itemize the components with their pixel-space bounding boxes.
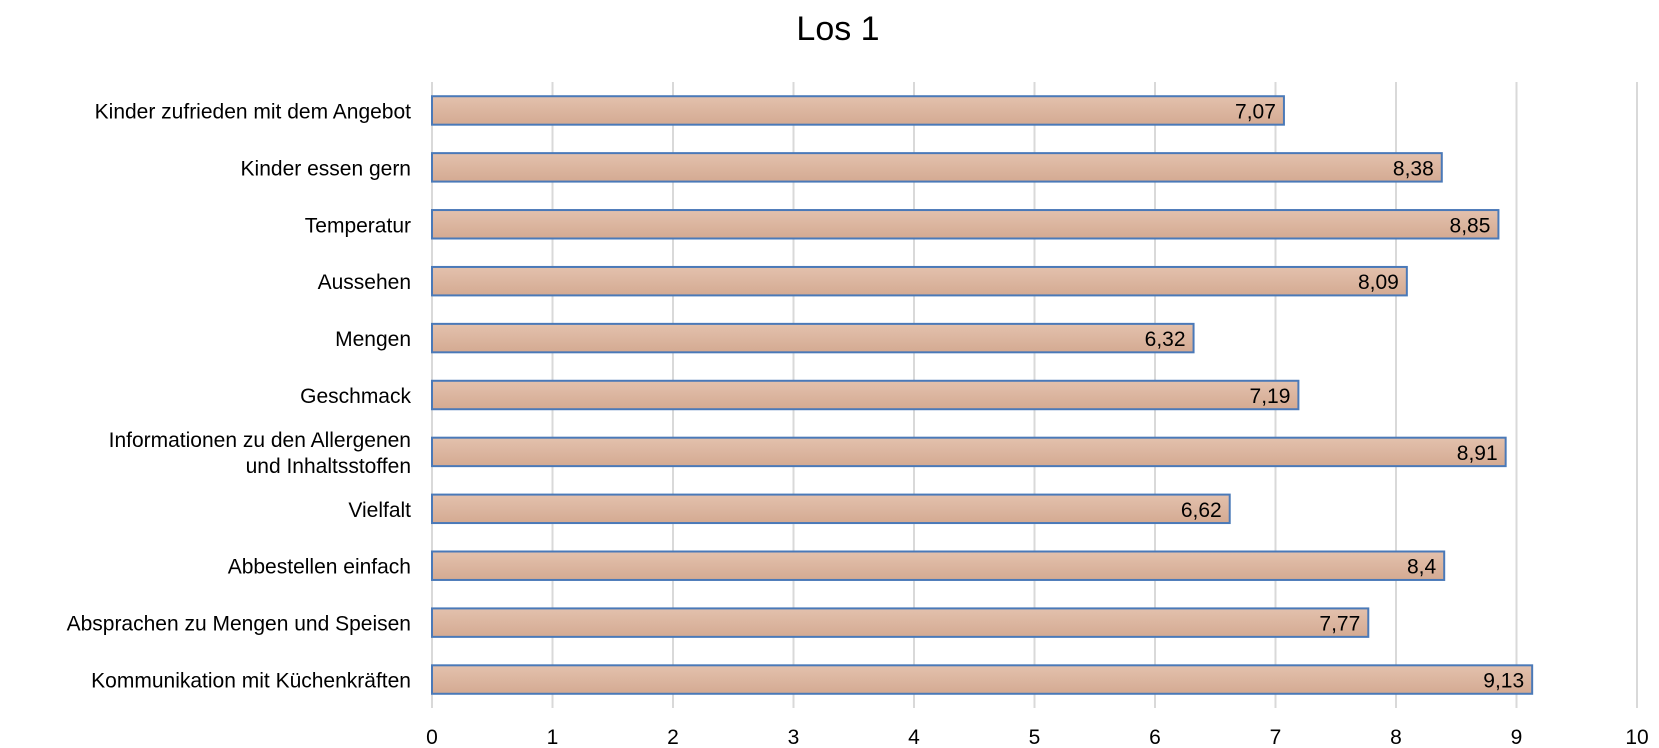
bar-value-label: 8,91 (1457, 442, 1498, 465)
category-label: Informationen zu den Allergenen und Inhal… (109, 429, 411, 478)
category-label: Aussehen (318, 271, 411, 294)
category-label-line: Informationen zu den Allergenen (109, 429, 411, 452)
bar (431, 493, 1231, 525)
bar-value-label: 7,19 (1250, 385, 1291, 408)
x-tick-label: 8 (1390, 726, 1402, 748)
x-tick-label: 10 (1625, 726, 1648, 748)
bar-value-label: 9,13 (1483, 670, 1524, 693)
category-label: Temperatur (305, 214, 411, 237)
bar (431, 95, 1285, 126)
category-label: Kinder zufrieden mit dem Angebot (95, 100, 412, 123)
bar-value-label: 8,4 (1407, 556, 1437, 579)
bar-value-label: 7,77 (1319, 613, 1360, 636)
bar-value-label: 6,62 (1181, 499, 1222, 522)
x-tick-label: 1 (547, 726, 559, 748)
category-label-line: Vielfalt (348, 499, 411, 522)
bar-value-label: 6,32 (1145, 328, 1186, 351)
category-label-line: Aussehen (318, 271, 411, 294)
bar (431, 379, 1300, 411)
bar (431, 607, 1370, 638)
category-labels: Kinder zufrieden mit dem Angebot Kinder e… (67, 100, 412, 692)
x-axis-tick-labels: 0 1 2 3 4 5 6 7 8 9 10 (426, 726, 1649, 748)
bar-value-label: 8,09 (1358, 271, 1399, 294)
bar-value-label: 8,38 (1393, 157, 1434, 180)
bar (431, 265, 1408, 297)
category-label-line: Kinder zufrieden mit dem Angebot (95, 100, 412, 123)
bar (431, 322, 1195, 354)
category-label-line: Absprachen zu Mengen und Speisen (67, 613, 411, 636)
x-tick-label: 0 (426, 726, 438, 748)
bar (431, 550, 1446, 581)
x-tick-label: 6 (1149, 726, 1161, 748)
category-label-line: und Inhaltsstoffen (246, 455, 411, 478)
x-tick-label: 7 (1270, 726, 1282, 748)
bar-value-label: 8,85 (1450, 214, 1491, 237)
category-label-line: Mengen (335, 328, 411, 351)
category-label: Vielfalt (348, 499, 411, 522)
bar (431, 436, 1507, 468)
bar (431, 152, 1443, 183)
category-label: Kommunikation mit Küchenkräften (91, 670, 411, 693)
bars (431, 95, 1534, 695)
category-label-line: Kinder essen gern (241, 157, 411, 180)
x-tick-label: 3 (788, 726, 800, 748)
category-label-line: Kommunikation mit Küchenkräften (91, 670, 411, 693)
x-tick-label: 9 (1511, 726, 1523, 748)
bar (431, 664, 1534, 695)
category-label: Kinder essen gern (241, 157, 411, 180)
category-label-line: Geschmack (300, 385, 411, 408)
category-label-line: Temperatur (305, 214, 411, 237)
data-labels: 7,07 8,38 8,85 8,09 6,32 7,19 8,91 6,62 8,4 7,77 9… (1145, 100, 1524, 692)
x-tick-label: 5 (1029, 726, 1041, 748)
category-label-line: Abbestellen einfach (228, 556, 411, 579)
bar-value-label: 7,07 (1235, 100, 1276, 123)
chart-title: Los 1 (796, 10, 879, 48)
category-label: Abbestellen einfach (228, 556, 411, 579)
category-label: Absprachen zu Mengen und Speisen (67, 613, 411, 636)
bar (431, 209, 1500, 240)
x-tick-label: 2 (667, 726, 679, 748)
category-label: Mengen (335, 328, 411, 351)
category-label: Geschmack (300, 385, 411, 408)
x-tick-label: 4 (908, 726, 920, 748)
